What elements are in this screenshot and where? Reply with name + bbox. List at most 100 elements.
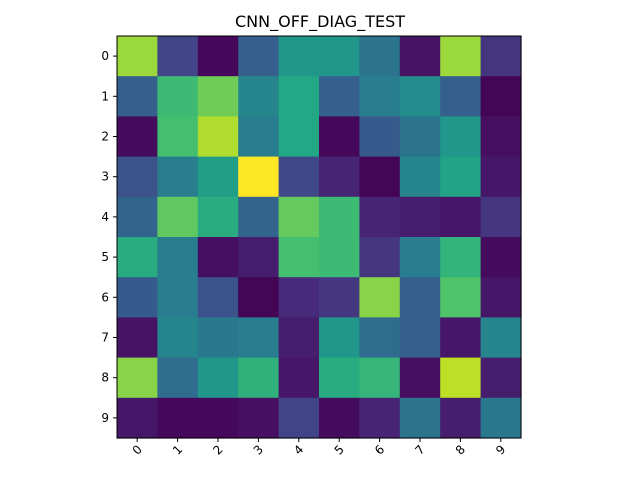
heatmap-cell-6-1 [157,277,199,318]
heatmap-cell-0-9 [480,36,522,77]
heatmap-cell-8-0 [117,357,158,399]
x-tick-label: 2 [210,442,225,457]
heatmap-cell-0-6 [359,36,401,77]
heatmap-cell-8-1 [157,357,199,399]
heatmap-cell-4-2 [197,196,239,238]
heatmap-cell-3-9 [480,156,522,198]
heatmap-cell-8-6 [359,357,401,399]
heatmap-cell-3-1 [157,156,199,198]
heatmap-cell-3-5 [319,156,360,198]
x-tick-label: 7 [412,442,427,457]
y-tick-label: 7 [101,331,109,345]
heatmap-cell-1-9 [480,76,522,117]
heatmap-cell-0-3 [238,36,280,77]
heatmap-cell-8-8 [440,357,482,399]
heatmap-cell-0-1 [157,36,199,77]
heatmap-cell-2-3 [238,116,280,158]
y-tick-label: 2 [101,130,109,144]
y-tick-label: 0 [101,49,109,63]
heatmap-cell-6-0 [117,277,158,318]
heatmap-cell-9-0 [117,397,158,439]
heatmap-cell-4-0 [117,196,158,238]
heatmap-cell-4-3 [238,196,280,238]
heatmap-cell-5-2 [197,237,239,278]
heatmap-cell-9-6 [359,397,401,439]
heatmap-cell-9-8 [440,397,482,439]
heatmap-cell-5-3 [238,237,280,278]
heatmap-cell-1-8 [440,76,482,117]
heatmap-cell-9-2 [197,397,239,439]
chart-title: CNN_OFF_DIAG_TEST [235,12,405,32]
x-tick-label: 8 [453,442,468,457]
heatmap-cell-4-5 [319,196,360,238]
y-tick-label: 3 [101,170,109,184]
heatmap-cell-4-4 [278,196,320,238]
heatmap-cell-6-7 [399,277,441,318]
heatmap-cell-2-7 [399,116,441,158]
heatmap-cell-6-8 [440,277,482,318]
y-tick-label: 6 [101,290,109,304]
plot-frame [116,35,522,439]
heatmap-cell-0-2 [197,36,239,77]
y-tick-label: 5 [101,250,109,264]
heatmap-cell-9-4 [278,397,320,439]
heatmap-cell-9-9 [480,397,522,439]
heatmap-cell-4-7 [399,196,441,238]
heatmap-cell-1-3 [238,76,280,117]
heatmap-cell-7-9 [480,317,522,359]
heatmap-cell-1-0 [117,76,158,117]
heatmap-cell-6-5 [319,277,360,318]
heatmap-cell-3-2 [197,156,239,198]
heatmap-cell-2-2 [197,116,239,158]
x-tick-label: 4 [291,442,306,457]
heatmap-cell-2-8 [440,116,482,158]
heatmap-cell-1-6 [359,76,401,117]
heatmap-cell-5-7 [399,237,441,278]
heatmap-cell-1-4 [278,76,320,117]
x-tick-label: 0 [130,442,145,457]
y-tick-label: 4 [101,210,109,224]
heatmap-cell-0-0 [117,36,158,77]
y-axis-ticks: 0 1 2 3 4 5 6 7 8 9 [101,49,117,425]
heatmap-cell-0-5 [319,36,360,77]
heatmap-cell-6-6 [359,277,401,318]
heatmap-cell-3-0 [117,156,158,198]
heatmap-cell-5-1 [157,237,199,278]
heatmap-cell-4-8 [440,196,482,238]
heatmap-cell-3-3 [238,156,280,198]
heatmap-cell-5-0 [117,237,158,278]
heatmap-cell-5-6 [359,237,401,278]
heatmap-cell-1-7 [399,76,441,117]
heatmap-cell-4-9 [480,196,522,238]
heatmap-cell-2-5 [319,116,360,158]
x-tick-label: 6 [372,442,387,457]
heatmap-cell-4-6 [359,196,401,238]
y-tick-label: 1 [101,89,109,103]
x-tick-label: 5 [332,442,347,457]
x-axis-ticks: 0 1 2 3 4 5 6 7 8 9 [130,438,508,458]
y-tick-label: 8 [101,371,109,385]
heatmap-cell-7-3 [238,317,280,359]
heatmap-cell-6-9 [480,277,522,318]
heatmap-cell-1-5 [319,76,360,117]
heatmap-cell-5-8 [440,237,482,278]
heatmap-cells [117,36,522,439]
heatmap-cell-0-7 [399,36,441,77]
heatmap-cell-2-1 [157,116,199,158]
x-tick-label: 1 [170,442,185,457]
x-tick-label: 3 [251,442,266,457]
heatmap-cell-7-7 [399,317,441,359]
heatmap-cell-0-8 [440,36,482,77]
heatmap-cell-6-3 [238,277,280,318]
heatmap-cell-9-5 [319,397,360,439]
heatmap-cell-8-7 [399,357,441,399]
heatmap-cell-7-6 [359,317,401,359]
heatmap-cell-2-9 [480,116,522,158]
heatmap-cell-5-5 [319,237,360,278]
heatmap-cell-7-8 [440,317,482,359]
heatmap-cell-5-4 [278,237,320,278]
heatmap-cell-6-4 [278,277,320,318]
heatmap-cell-1-2 [197,76,239,117]
heatmap-cell-7-1 [157,317,199,359]
